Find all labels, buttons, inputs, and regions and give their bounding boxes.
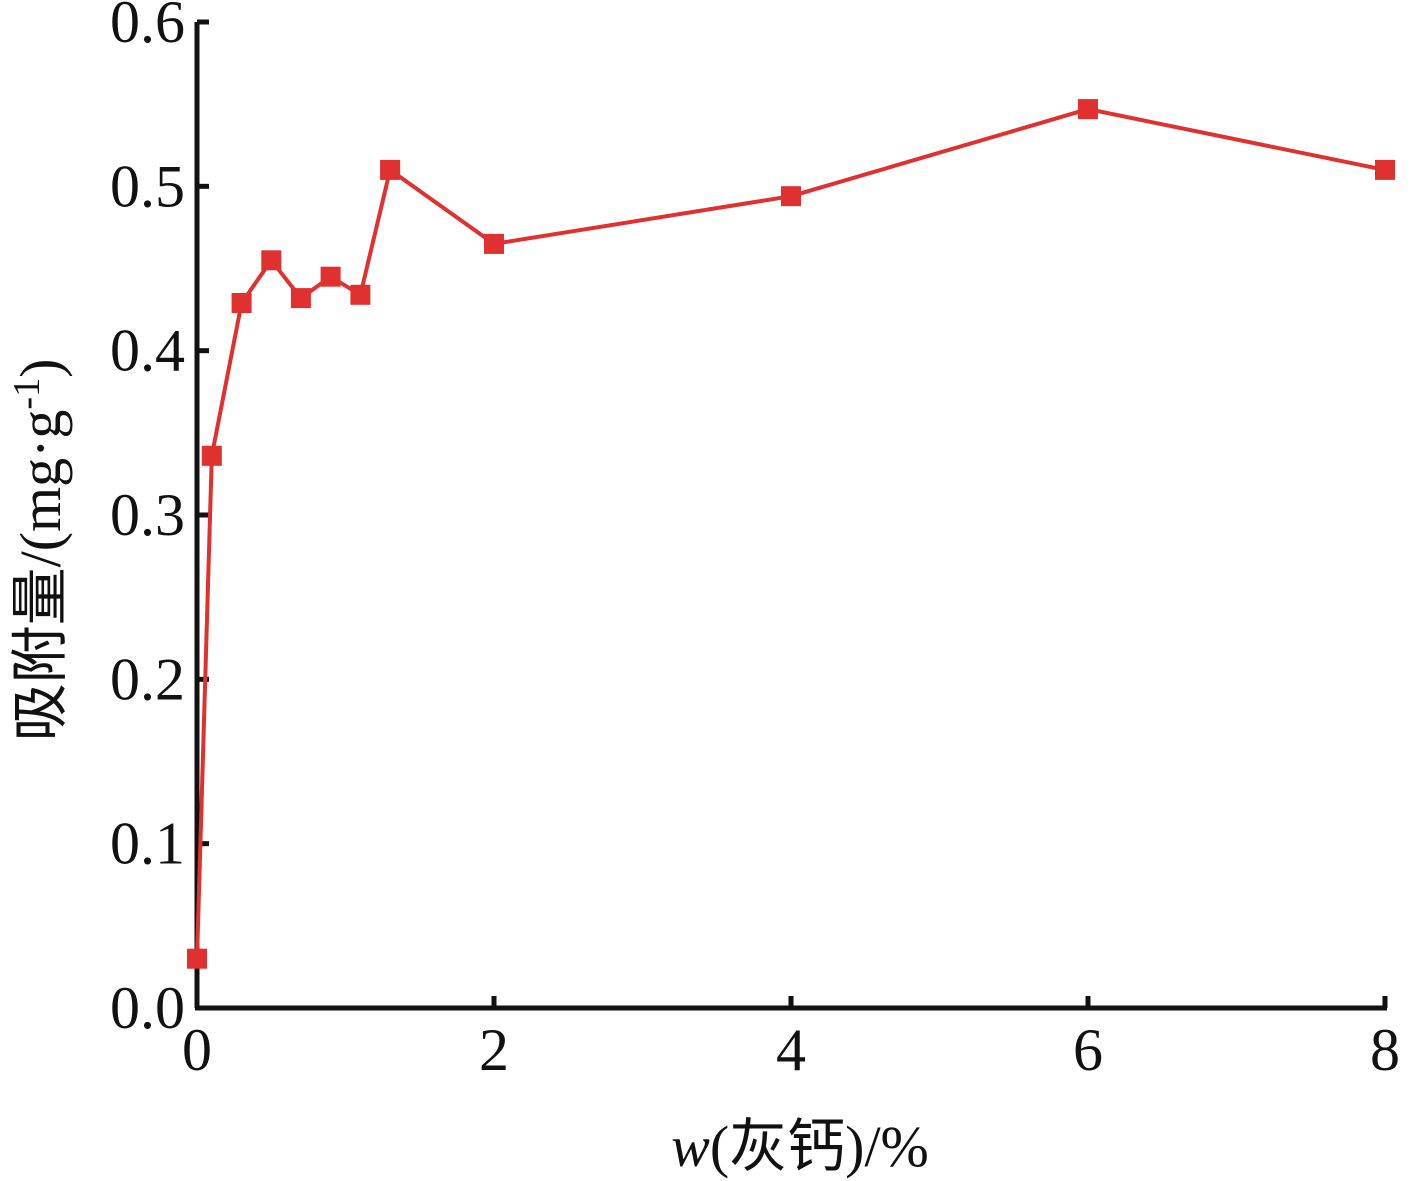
x-axis-title: w(灰钙)/% — [671, 1114, 929, 1179]
data-point-marker — [484, 233, 504, 254]
y-axis-title-superscript: -1 — [6, 378, 48, 410]
y-tick-label: 0.4 — [110, 318, 185, 384]
series-line — [195, 107, 1386, 959]
x-tick-label: 0 — [182, 1017, 212, 1083]
y-axis-title-main: 吸附量/(mg·g — [8, 410, 73, 742]
data-point-marker — [350, 284, 371, 305]
data-point-marker — [1078, 99, 1098, 120]
data-point-marker — [290, 288, 311, 309]
data-point-marker — [261, 250, 282, 271]
y-tick-label: 0.2 — [110, 646, 185, 712]
data-point-marker — [320, 266, 341, 287]
data-point-marker — [231, 293, 252, 313]
data-point-marker — [781, 186, 801, 207]
y-tick-label: 0.1 — [110, 811, 185, 877]
y-axis-title-close: ) — [8, 359, 73, 378]
axes — [194, 22, 1387, 1011]
data-point-marker — [201, 445, 222, 466]
x-tick-label: 6 — [1073, 1017, 1103, 1083]
x-axis-title-rest: (灰钙)/% — [710, 1114, 929, 1179]
y-tick-label: 0.5 — [110, 153, 185, 219]
x-tick-label: 2 — [479, 1017, 509, 1083]
y-tick-label: 0.6 — [110, 0, 185, 55]
y-tick-label: 0.3 — [110, 482, 185, 548]
y-axis-title: 吸附量/(mg·g-1) — [6, 359, 73, 742]
data-point-marker — [187, 948, 207, 969]
data-point-marker — [380, 159, 401, 180]
x-axis-title-variable: w — [671, 1114, 710, 1179]
ticks: 0.0 0.1 0.2 0.3 0.4 0.5 0.6 0 2 4 6 8 — [110, 0, 1400, 1083]
series — [187, 99, 1395, 969]
x-tick-label: 8 — [1370, 1017, 1400, 1083]
data-point-marker — [1375, 159, 1395, 180]
x-tick-label: 4 — [776, 1017, 806, 1083]
y-tick-label: 0.0 — [110, 975, 185, 1041]
